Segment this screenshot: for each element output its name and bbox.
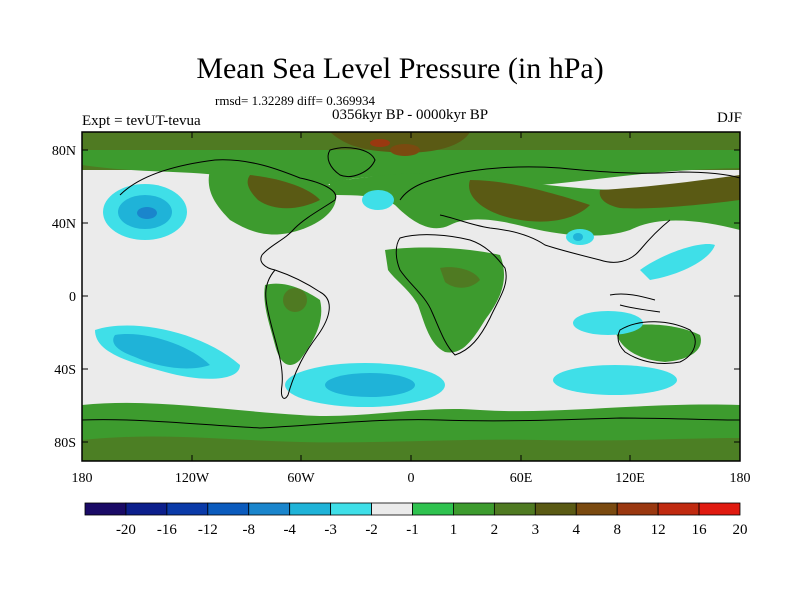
- period-label: 0356kyr BP - 0000kyr BP: [331, 107, 489, 123]
- rmsd-diff-stats: rmsd= 1.32289 diff= 0.369934: [215, 93, 375, 108]
- colorbar-label: -4: [283, 522, 296, 538]
- colorbar-swatch: [412, 502, 454, 516]
- colorbar-swatch: [493, 502, 536, 516]
- colorbar-label: -20: [116, 522, 136, 538]
- colorbar-label: 1: [450, 522, 458, 538]
- north-america-coast: [119, 159, 337, 271]
- colorbar-swatch: [207, 502, 250, 516]
- arctic-strong-high: [330, 132, 470, 153]
- colorbar-label: -16: [157, 522, 177, 538]
- lat-tick-label: 40N: [52, 217, 76, 232]
- colorbar-label: -2: [365, 522, 378, 538]
- south-america-coast: [265, 269, 330, 399]
- colorbar-label: -8: [243, 522, 256, 538]
- africa-positive: [385, 247, 505, 353]
- colorbar-swatch: [248, 502, 291, 516]
- colorbar-swatch: [616, 502, 659, 516]
- lon-tick-label: 0: [408, 471, 415, 486]
- colorbar-swatch: [657, 502, 700, 516]
- colorbar-label: -1: [406, 522, 419, 538]
- north-pacific-low: [103, 184, 187, 240]
- colorbar-label: 2: [491, 522, 499, 538]
- anomaly-field: [82, 132, 740, 461]
- south-atlantic-low: [285, 363, 445, 407]
- lat-tick-label: 80N: [52, 144, 76, 159]
- longitude-axis: 180 120W 60W 0 60E 120E 180: [72, 132, 751, 486]
- colorbar-swatch: [330, 502, 372, 516]
- australia-positive: [615, 324, 701, 362]
- lat-tick-label: 80S: [54, 436, 76, 451]
- colorbar-label: 12: [651, 522, 666, 538]
- indian-ocean-low: [362, 190, 715, 395]
- lon-tick-label: 60W: [287, 471, 315, 486]
- africa-coast: [395, 234, 507, 356]
- colorbar-label: 8: [613, 522, 621, 538]
- greenland-coast: [327, 147, 376, 177]
- colorbar-swatch: [289, 502, 332, 516]
- south-america-positive: [264, 283, 322, 365]
- australia-coast: [617, 321, 696, 365]
- colorbar-label: -12: [198, 522, 218, 538]
- colorbar-swatch: [371, 502, 413, 516]
- lat-tick-label: 0: [69, 290, 76, 305]
- europe-asia-coast: [399, 166, 740, 263]
- lon-tick-label: 180: [72, 471, 93, 486]
- indonesia-coast: [609, 293, 661, 313]
- colorbar-swatch: [534, 502, 577, 516]
- antarctica-coast: [82, 417, 740, 429]
- figure-title: Mean Sea Level Pressure (in hPa): [196, 52, 604, 85]
- colorbar-label: 20: [733, 522, 748, 538]
- lon-tick-label: 120E: [615, 471, 645, 486]
- colorbar-swatch: [575, 502, 618, 516]
- colorbar-swatch: [84, 502, 127, 516]
- arctic-peak: [390, 144, 420, 156]
- colorbar-swatch: [698, 502, 741, 516]
- experiment-label: Expt = tevUT-tevua: [82, 113, 201, 129]
- lon-tick-label: 60E: [510, 471, 533, 486]
- lat-tick-label: 40S: [54, 363, 76, 378]
- lon-tick-label: 120W: [175, 471, 210, 486]
- latitude-axis: 80N 40N 0 40S 80S: [52, 144, 740, 451]
- colorbar-swatch: [166, 502, 209, 516]
- season-label: DJF: [716, 110, 742, 126]
- colorbar-swatch: [125, 502, 168, 516]
- colorbar-label: 16: [692, 522, 708, 538]
- lon-tick-label: 180: [730, 471, 751, 486]
- colorbar-label: 4: [573, 522, 581, 538]
- colorbar-label: 3: [532, 522, 540, 538]
- coastlines: [82, 147, 740, 429]
- colorbar-swatch: [453, 502, 495, 516]
- colorbar: -20 -16 -12 -8 -4 -3 -2 -1 1 2 3 4 8 12 16 20: [84, 502, 748, 538]
- south-pacific-low: [95, 325, 240, 379]
- colorbar-label: -3: [324, 522, 337, 538]
